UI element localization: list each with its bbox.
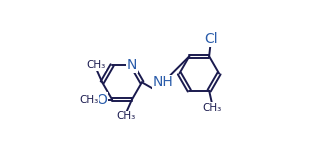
Text: CH₃: CH₃ [117,111,136,121]
Text: N: N [127,58,137,72]
Text: NH: NH [153,75,174,89]
Text: O: O [96,92,107,107]
Text: CH₃: CH₃ [79,95,98,105]
Text: CH₃: CH₃ [203,103,222,113]
Text: CH₃: CH₃ [87,60,106,70]
Text: Cl: Cl [204,32,217,46]
